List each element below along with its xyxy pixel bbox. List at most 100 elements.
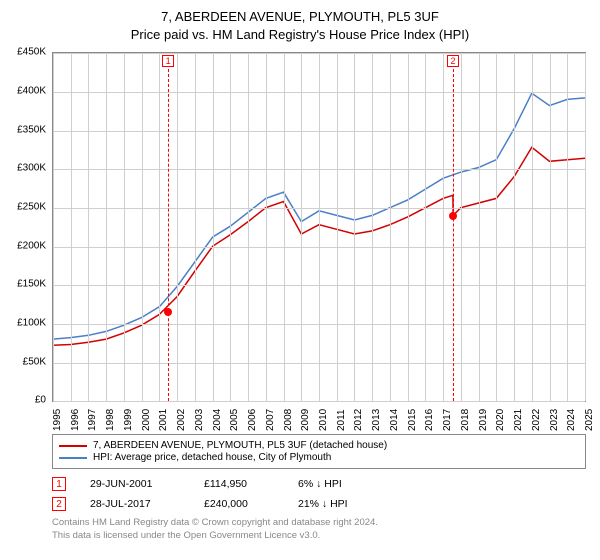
gridline-v <box>461 53 462 401</box>
gridline-v <box>248 53 249 401</box>
y-tick-label: £200K <box>17 240 46 251</box>
x-tick-label: 2025 <box>584 409 595 431</box>
transaction-table: 1 29-JUN-2001 £114,950 6% ↓ HPI 228-JUL-2017… <box>52 477 590 511</box>
footer-credits: Contains HM Land Registry data © Crown c… <box>52 517 590 542</box>
chart-title: 7, ABERDEEN AVENUE, PLYMOUTH, PL5 3UF Pr… <box>10 8 590 44</box>
gridline-v <box>354 53 355 401</box>
chart-container: 7, ABERDEEN AVENUE, PLYMOUTH, PL5 3UF Pr… <box>0 0 600 560</box>
y-tick-label: £100K <box>17 318 46 329</box>
x-tick-label: 2002 <box>176 409 187 431</box>
x-tick-label: 2016 <box>424 409 435 431</box>
legend-item: 7, ABERDEEN AVENUE, PLYMOUTH, PL5 3UF (d… <box>59 440 579 451</box>
gridline-v <box>71 53 72 401</box>
x-tick-label: 2012 <box>353 409 364 431</box>
gridline-v <box>532 53 533 401</box>
gridline-v <box>479 53 480 401</box>
transaction-row: 1 29-JUN-2001 £114,950 6% ↓ HPI <box>52 477 590 491</box>
legend-swatch <box>59 457 87 459</box>
gridline-v <box>390 53 391 401</box>
chart-area: £0£50K£100K£150K£200K£250K£300K£350K£400… <box>10 50 590 430</box>
y-tick-label: £450K <box>17 47 46 58</box>
title-line2: Price paid vs. HM Land Registry's House … <box>10 26 590 44</box>
x-tick-label: 2001 <box>158 409 169 431</box>
transaction-date: 29-JUN-2001 <box>90 478 180 490</box>
gridline-v <box>550 53 551 401</box>
footer-line1: Contains HM Land Registry data © Crown c… <box>52 517 590 529</box>
x-tick-label: 1997 <box>87 409 98 431</box>
x-tick-label: 2021 <box>513 409 524 431</box>
x-tick-label: 2011 <box>336 410 347 432</box>
legend-swatch <box>59 445 87 447</box>
x-tick-label: 2018 <box>460 409 471 431</box>
gridline-v <box>408 53 409 401</box>
y-tick-label: £250K <box>17 202 46 213</box>
x-tick-label: 2019 <box>478 409 489 431</box>
y-tick-label: £400K <box>17 86 46 97</box>
x-tick-label: 2013 <box>371 409 382 431</box>
x-tick-label: 2009 <box>300 409 311 431</box>
gridline-v <box>177 53 178 401</box>
y-tick-label: £350K <box>17 124 46 135</box>
gridline-v <box>213 53 214 401</box>
marker-line <box>453 69 454 401</box>
x-tick-label: 2023 <box>549 409 560 431</box>
gridline-v <box>159 53 160 401</box>
y-tick-label: £150K <box>17 279 46 290</box>
marker-badge: 2 <box>447 55 459 67</box>
x-tick-label: 2005 <box>229 409 240 431</box>
gridline-v <box>195 53 196 401</box>
x-tick-label: 2003 <box>194 409 205 431</box>
gridline-v <box>372 53 373 401</box>
transaction-badge: 1 <box>52 477 66 491</box>
transaction-price: £114,950 <box>204 478 274 490</box>
gridline-v <box>337 53 338 401</box>
x-axis: 1995 1996 1997 1998 1999 2000 2001 2002 2003 2004… <box>52 404 586 430</box>
gridline-v <box>284 53 285 401</box>
marker-dot <box>449 212 457 220</box>
gridline-v <box>585 53 586 401</box>
gridline-v <box>301 53 302 401</box>
marker-badge: 1 <box>162 55 174 67</box>
x-tick-label: 2000 <box>141 409 152 431</box>
marker-line <box>168 69 169 401</box>
x-tick-label: 2022 <box>531 409 542 431</box>
x-tick-label: 1995 <box>52 409 63 431</box>
gridline-v <box>230 53 231 401</box>
y-tick-label: £50K <box>23 356 46 367</box>
gridline-v <box>443 53 444 401</box>
y-tick-label: £0 <box>35 395 46 406</box>
transaction-row: 228-JUL-2017£240,00021% ↓ HPI <box>52 497 590 511</box>
gridline-h <box>53 401 585 402</box>
gridline-v <box>106 53 107 401</box>
legend: 7, ABERDEEN AVENUE, PLYMOUTH, PL5 3UF (d… <box>52 434 586 469</box>
transaction-delta: 6% ↓ HPI <box>298 478 388 490</box>
legend-label: HPI: Average price, detached house, City… <box>93 452 331 463</box>
gridline-v <box>496 53 497 401</box>
transaction-date: 28-JUL-2017 <box>90 498 180 510</box>
x-tick-label: 2010 <box>318 409 329 431</box>
title-line1: 7, ABERDEEN AVENUE, PLYMOUTH, PL5 3UF <box>10 8 590 26</box>
x-tick-label: 2008 <box>283 409 294 431</box>
gridline-v <box>53 53 54 401</box>
legend-item: HPI: Average price, detached house, City… <box>59 452 579 463</box>
x-tick-label: 2007 <box>265 409 276 431</box>
x-tick-label: 2020 <box>495 409 506 431</box>
x-tick-label: 2014 <box>389 409 400 431</box>
gridline-v <box>319 53 320 401</box>
y-axis: £0£50K£100K£150K£200K£250K£300K£350K£400… <box>10 52 50 402</box>
x-tick-label: 1999 <box>123 409 134 431</box>
gridline-v <box>514 53 515 401</box>
x-tick-label: 2006 <box>247 409 258 431</box>
plot-area: 12 <box>52 52 586 402</box>
gridline-v <box>124 53 125 401</box>
x-tick-label: 1998 <box>105 409 116 431</box>
gridline-v <box>425 53 426 401</box>
gridline-v <box>88 53 89 401</box>
x-tick-label: 2015 <box>407 409 418 431</box>
gridline-v <box>142 53 143 401</box>
x-tick-label: 2004 <box>212 409 223 431</box>
footer-line2: This data is licensed under the Open Gov… <box>52 530 590 542</box>
x-tick-label: 1996 <box>70 409 81 431</box>
gridline-v <box>266 53 267 401</box>
x-tick-label: 2024 <box>566 409 577 431</box>
